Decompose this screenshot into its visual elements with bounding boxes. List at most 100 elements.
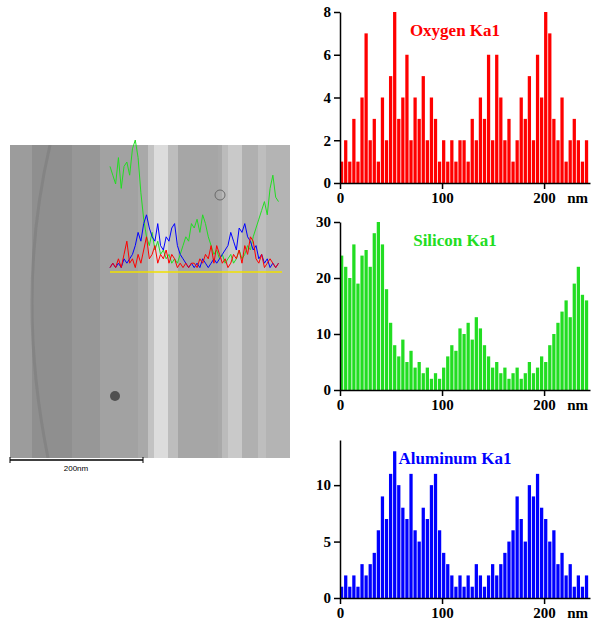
bar [430,485,433,598]
bar [422,508,425,598]
bar [442,140,445,183]
bar [364,575,367,598]
bar [369,140,372,183]
bar [536,474,539,598]
bar [544,362,547,390]
bar [381,496,384,598]
bar [532,496,535,598]
micrograph-band [10,145,32,458]
bar [405,362,408,390]
tick-label: 2 [324,133,332,149]
bar [503,140,506,183]
x-tick: 200 [533,598,556,621]
scale-bar-label: 200nm [64,464,89,473]
bar [528,362,531,390]
bar [348,162,351,183]
x-tick: 0 [337,598,345,621]
chart-title: Aluminum Ka1 [399,449,512,468]
axis-line [341,390,591,392]
bar [540,508,543,598]
axis-line [340,223,342,391]
bar [356,587,359,598]
bar [369,564,372,598]
bar [360,256,363,390]
bar [569,317,572,390]
y-tick: 5 [324,534,341,550]
bar [536,368,539,390]
chart-title: Oxygen Ka1 [410,21,500,40]
bar [556,564,559,598]
tick-mark [334,183,340,185]
bar [503,553,506,598]
bar [581,162,584,183]
bar [585,300,588,390]
y-tick: 0 [324,590,341,606]
micrograph-particle [215,190,225,200]
bar [344,140,347,183]
tick-mark [334,598,340,600]
bar [528,76,531,183]
bar [446,162,449,183]
micrograph-band [72,145,100,458]
micrograph-band [168,145,178,458]
tick-mark [442,183,444,189]
bar [360,98,363,184]
bar [552,530,555,598]
bar [438,379,441,390]
x-axis-title: nm [567,397,588,413]
bar [495,55,498,183]
bar [548,345,551,390]
bar [413,530,416,598]
micrograph-ground [10,145,290,458]
bar [409,474,412,598]
bar [516,368,519,390]
bar [471,587,474,598]
tick-mark [334,12,340,14]
tick-label: 100 [431,397,454,413]
bar [430,379,433,390]
bar [507,542,510,598]
tick-label: 100 [431,605,454,621]
bar [507,379,510,390]
tick-mark [544,390,546,396]
bar [573,119,576,183]
bar [511,162,514,183]
y-tick: 30 [316,214,340,230]
bar [467,323,470,390]
chart-title: Silicon Ka1 [413,231,497,250]
bar [434,119,437,183]
bar [381,98,384,184]
bar [577,575,580,598]
tick-label: 0 [337,397,345,413]
bar [581,295,584,390]
bar [344,267,347,390]
bar [511,530,514,598]
bar [352,575,355,598]
bar [401,340,404,390]
bar [520,98,523,184]
bar [458,328,461,390]
overlay-scans [110,140,282,272]
bar [426,519,429,598]
x-axis-title: nm [567,605,588,621]
chart-panel: 0100200nm0510Aluminum Ka1 [316,441,591,621]
bar [446,564,449,598]
chart-panel: 0100200nm02468Oxygen Ka1 [324,4,591,205]
bar [385,519,388,598]
bar [467,575,470,598]
bar [418,362,421,390]
bar [564,575,567,598]
bar [585,140,588,183]
bar [499,98,502,184]
y-tick: 6 [324,47,341,63]
y-tick: 20 [316,270,340,286]
tick-label: 100 [431,190,454,206]
bar [364,33,367,183]
bar [438,162,441,183]
axis-line [341,183,591,185]
bar [573,587,576,598]
x-tick: 200 [533,390,556,413]
bar [413,368,416,390]
plot-area [340,222,588,390]
bar [495,575,498,598]
